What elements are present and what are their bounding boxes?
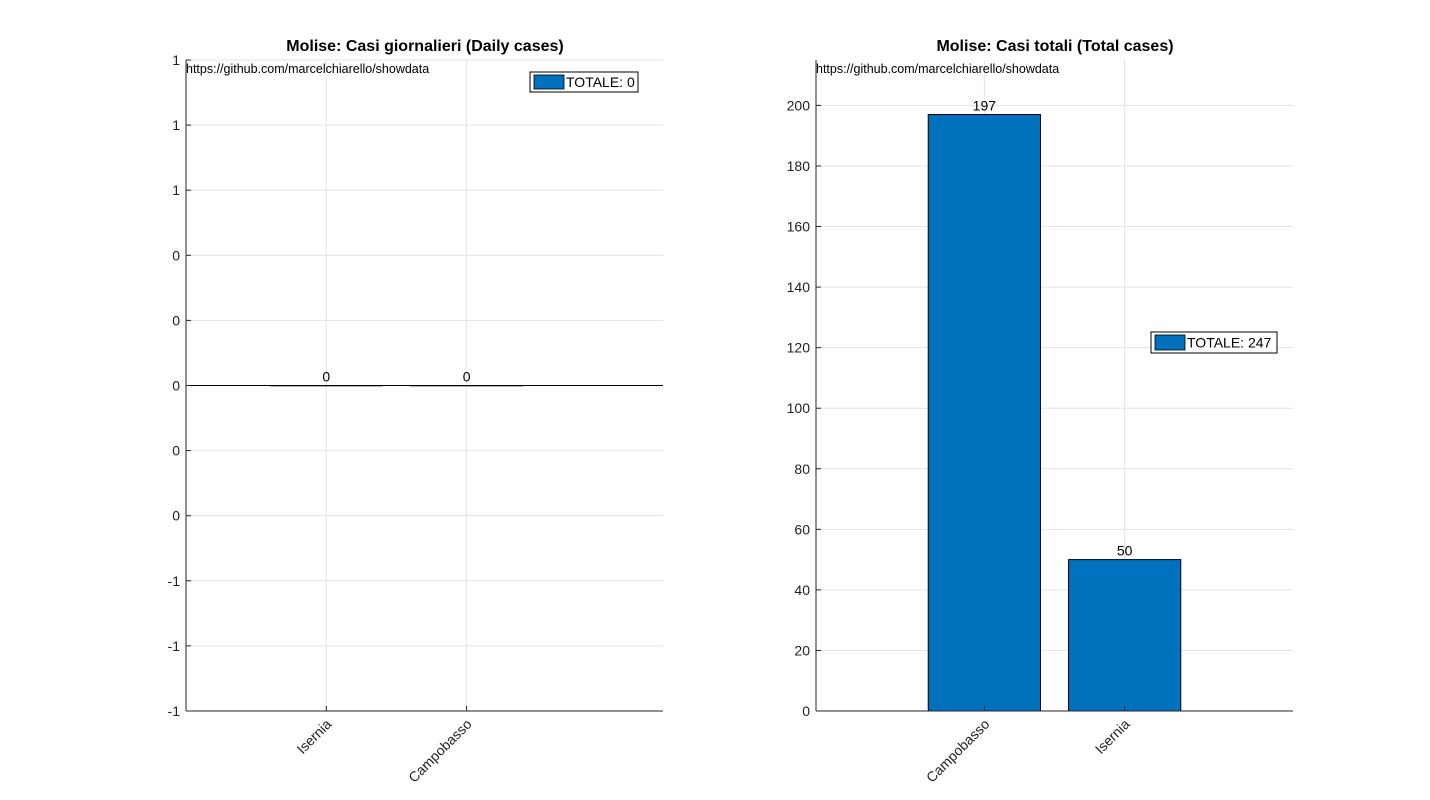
daily-cases-chart: Molise: Casi giornalieri (Daily cases) -… <box>168 38 663 785</box>
y-tick-label: -1 <box>168 573 181 589</box>
x-tick-label: Isernia <box>1092 716 1133 757</box>
bar <box>927 114 1041 712</box>
source-url: https://github.com/marcelchiarello/showd… <box>186 62 429 76</box>
legend-label: TOTALE: 247 <box>1187 335 1272 351</box>
y-tick-label: 60 <box>794 521 810 537</box>
y-tick-label: 80 <box>794 461 810 477</box>
bars <box>927 114 1182 712</box>
data-label: 0 <box>322 369 330 385</box>
chart-title: Molise: Casi totali (Total cases) <box>936 38 1173 55</box>
data-label: 197 <box>973 98 997 114</box>
chart-title: Molise: Casi giornalieri (Daily cases) <box>286 38 563 55</box>
y-tick-label: -1 <box>168 703 181 719</box>
grid <box>816 60 1293 712</box>
y-tick-label: 1 <box>172 182 180 198</box>
legend-swatch <box>1154 334 1186 351</box>
x-tick-label: Isernia <box>293 716 334 757</box>
y-tick-label: 140 <box>787 279 811 295</box>
y-tick-label: 40 <box>794 582 810 598</box>
bar <box>1068 559 1182 712</box>
y-tick-label: 100 <box>787 400 811 416</box>
y-tick-label: 0 <box>172 378 180 394</box>
legend: TOTALE: 247 <box>1150 331 1278 354</box>
y-tick-label: 120 <box>787 340 811 356</box>
y-tick-label: 180 <box>787 158 811 174</box>
y-tick-label: 0 <box>172 508 180 524</box>
y-tick-label: 1 <box>172 117 180 133</box>
y-tick-label: 0 <box>172 312 180 328</box>
y-tick-label: 200 <box>787 97 811 113</box>
y-tick-label: 0 <box>172 247 180 263</box>
total-cases-chart: Molise: Casi totali (Total cases) 0 20 40 6… <box>787 38 1293 785</box>
y-tick-label: 20 <box>794 642 810 658</box>
y-tick-label: -1 <box>168 638 181 654</box>
legend-label: TOTALE: 0 <box>566 74 635 90</box>
x-tick-label: Campobasso <box>405 716 475 786</box>
source-url: https://github.com/marcelchiarello/showd… <box>816 62 1059 76</box>
data-label: 0 <box>463 369 471 385</box>
legend-swatch <box>533 74 565 90</box>
x-tick-label: Campobasso <box>923 716 993 786</box>
legend: TOTALE: 0 <box>529 71 639 93</box>
y-tick-label: 160 <box>787 219 811 235</box>
data-label: 50 <box>1117 543 1133 559</box>
y-tick-label: 0 <box>172 443 180 459</box>
y-tick-label: 0 <box>802 703 810 719</box>
y-tick-label: 1 <box>172 52 180 68</box>
